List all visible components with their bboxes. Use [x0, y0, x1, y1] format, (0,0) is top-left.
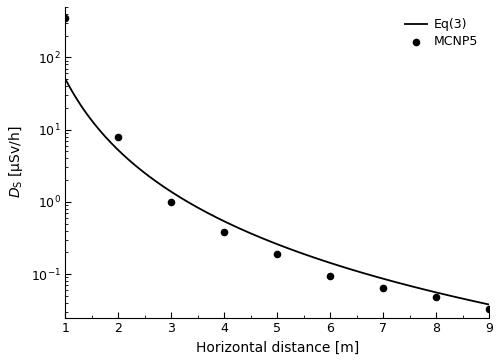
Legend: Eq(3), MCNP5: Eq(3), MCNP5: [400, 13, 483, 53]
MCNP5: [62, 15, 70, 21]
Eq(3): [292, 249, 298, 253]
MCNP5: [114, 134, 122, 140]
X-axis label: Horizontal distance [m]: Horizontal distance [m]: [196, 341, 359, 355]
MCNP5: [220, 230, 228, 235]
Eq(3): [486, 302, 492, 307]
Eq(3): [264, 238, 270, 242]
Eq(3): [62, 77, 68, 81]
Eq(3): [410, 285, 416, 289]
MCNP5: [274, 251, 281, 257]
Eq(3): [266, 239, 272, 243]
Eq(3): [476, 300, 482, 304]
Eq(3): [314, 257, 320, 261]
MCNP5: [379, 285, 387, 291]
Line: Eq(3): Eq(3): [66, 79, 489, 304]
MCNP5: [168, 199, 175, 205]
Y-axis label: $D_\mathrm{S}$ [µSv/h]: $D_\mathrm{S}$ [µSv/h]: [7, 126, 25, 198]
MCNP5: [485, 306, 493, 312]
MCNP5: [432, 294, 440, 300]
MCNP5: [326, 273, 334, 279]
